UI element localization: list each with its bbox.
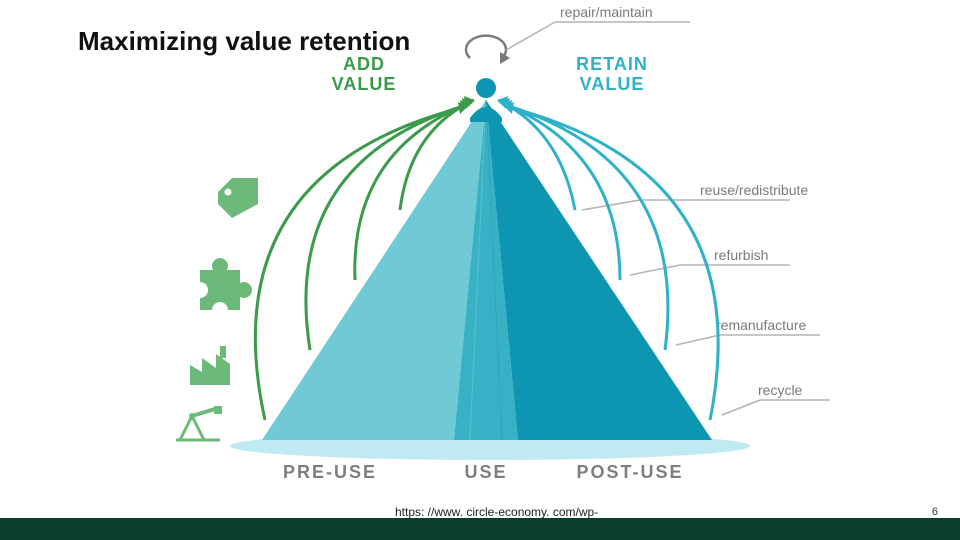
loop-label: repair/maintain [560, 4, 653, 20]
col-label-pre-use: PRE-USE [283, 462, 377, 482]
loop-leader [582, 200, 640, 210]
repair-loop-arrow [466, 36, 510, 64]
footer-bar [0, 518, 960, 540]
loop-leader [722, 400, 760, 415]
factory-icon [190, 346, 230, 385]
loop-label: reuse/redistribute [700, 182, 808, 198]
oil-pump-icon [176, 406, 222, 440]
value-retention-diagram: repair/maintain reuse/redistribute refur… [0, 0, 960, 540]
loop-leader [630, 265, 680, 275]
retain-value-label: VALUE [580, 74, 645, 94]
loop-leader [506, 22, 555, 50]
source-line: https: //www. circle-economy. com/wp- [395, 505, 598, 519]
loop-leader [676, 335, 720, 345]
retain-value-label: RETAIN [576, 54, 648, 74]
add-value-label: VALUE [332, 74, 397, 94]
puzzle-icon [192, 258, 252, 318]
add-value-label: ADD [343, 54, 385, 74]
loop-label: remanufacture [716, 317, 806, 333]
price-tag-icon [218, 178, 258, 218]
col-label-post-use: POST-USE [576, 462, 683, 482]
loop-label: refurbish [714, 247, 768, 263]
loop-label: recycle [758, 382, 803, 398]
col-label-use: USE [464, 462, 507, 482]
